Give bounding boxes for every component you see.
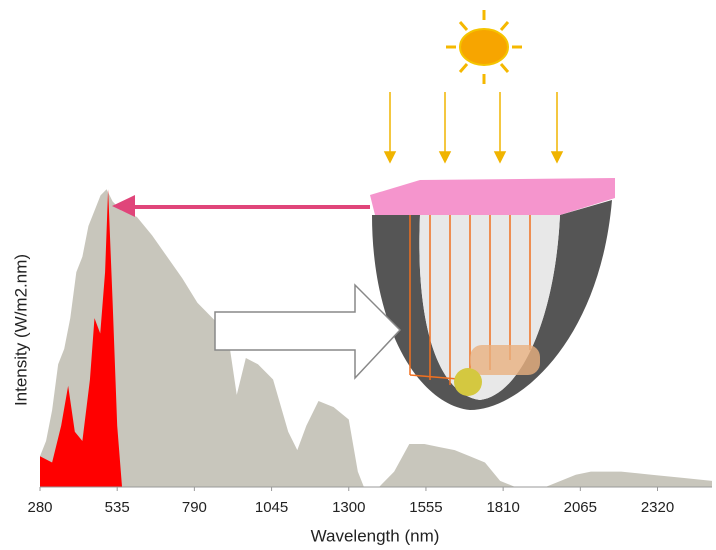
input-arrow [215, 285, 400, 378]
x-tick-label: 280 [27, 499, 52, 516]
x-axis-title: Wavelength (nm) [311, 526, 440, 545]
x-tick-label: 1810 [486, 499, 519, 516]
x-tick-label: 2065 [564, 499, 597, 516]
x-tick-label: 535 [105, 499, 130, 516]
waveguide [370, 178, 615, 215]
x-tick-label: 1555 [409, 499, 442, 516]
light-rays [385, 92, 562, 162]
chart: Wavelength (nm) Intensity (W/m2.nm) [0, 0, 716, 550]
page: body { margin: 0; background: #fff; font… [0, 0, 716, 550]
y-axis-title: Intensity (W/m2.nm) [11, 254, 30, 406]
x-tick-label: 790 [182, 499, 207, 516]
x-tick-label: 2320 [641, 499, 674, 516]
emission-arrow [112, 195, 370, 217]
sun-disc [460, 29, 508, 65]
receiver [470, 345, 540, 375]
x-tick-label: 1300 [332, 499, 365, 516]
body: {"chart_data": {"type": "area", "x_label… [0, 0, 716, 550]
cell [454, 368, 482, 396]
x-tick-label: 1045 [255, 499, 288, 516]
